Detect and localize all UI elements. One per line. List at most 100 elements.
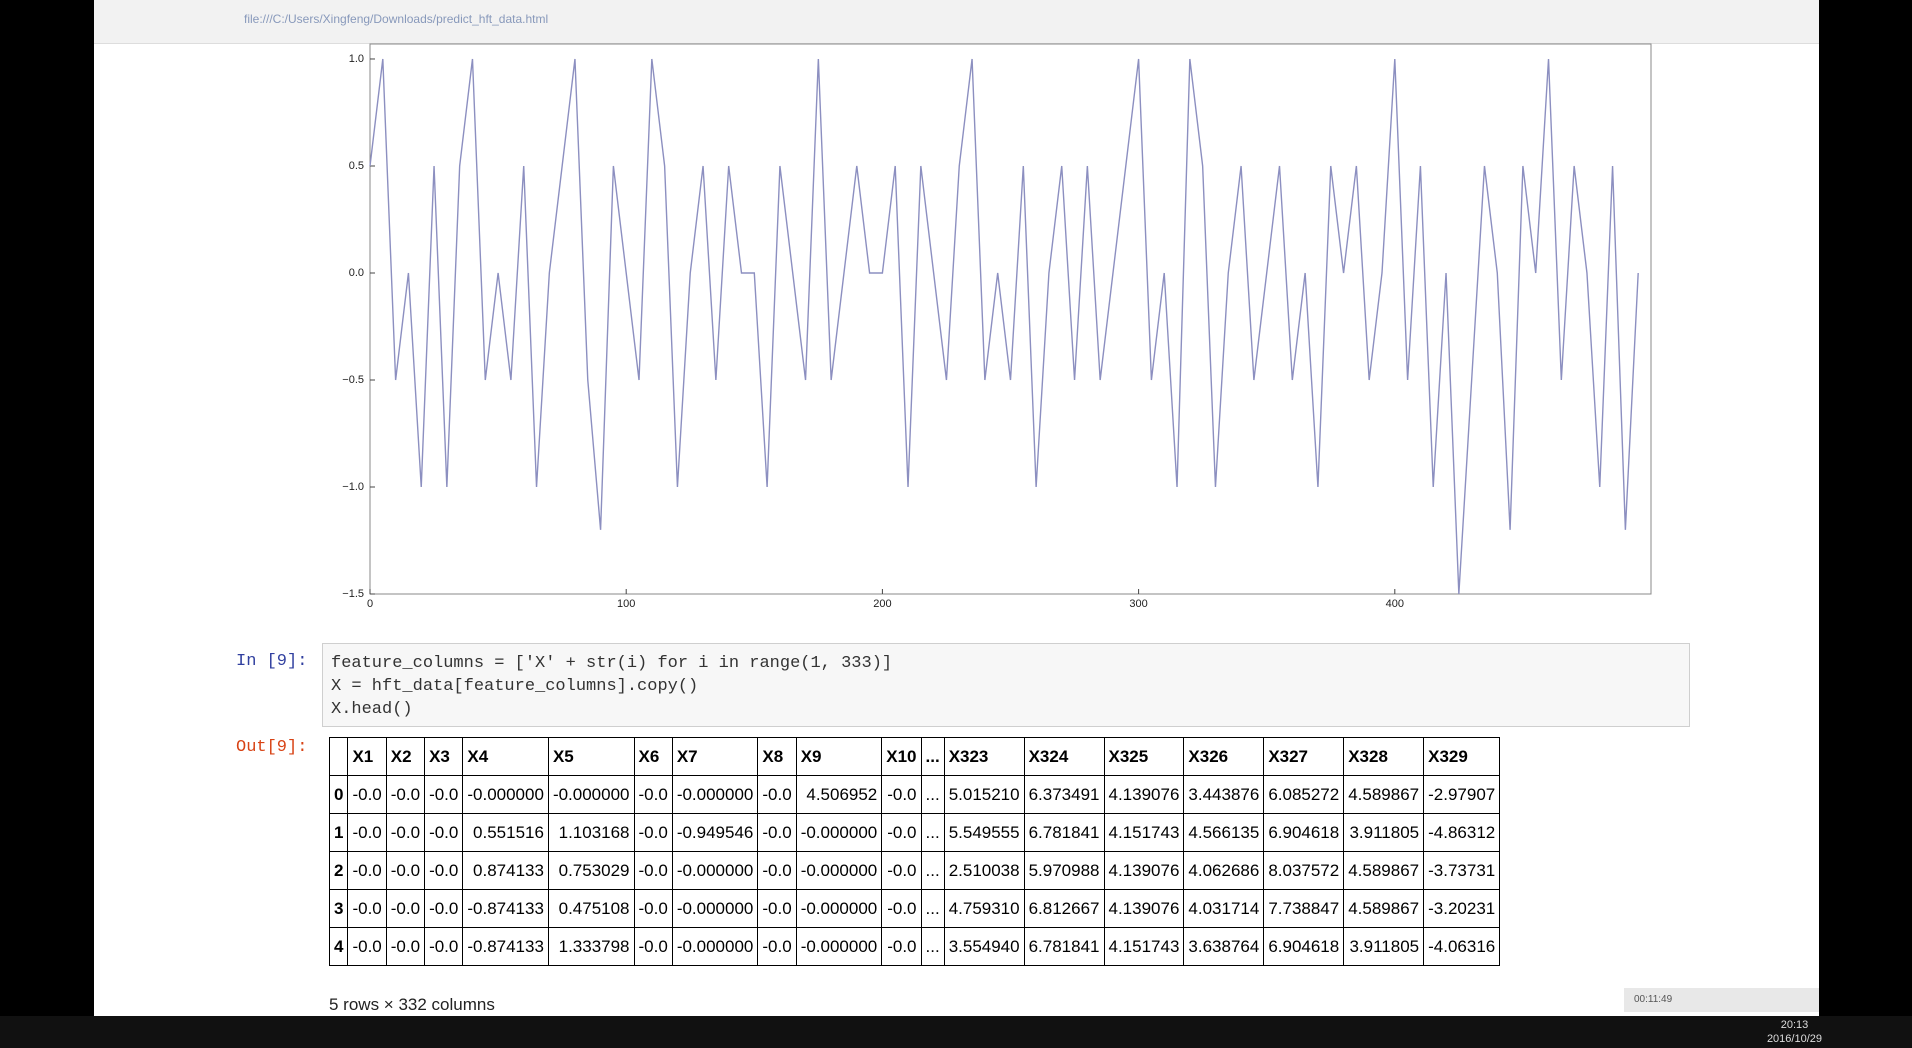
table-cell: 6.812667	[1023, 889, 1105, 928]
table-cell: 4.139076	[1103, 851, 1185, 890]
table-cell: 4.062686	[1183, 851, 1265, 890]
column-header: X326	[1183, 737, 1265, 776]
table-row: 2 -0.0 -0.0 -0.0 0.874133 0.753029 -0.0 -0.0000…	[329, 851, 1501, 890]
recorder-bar[interactable]: 00:11:49	[1624, 988, 1819, 1012]
table-cell: ...	[920, 775, 945, 814]
column-header: X4	[462, 737, 549, 776]
table-cell: -0.0	[347, 813, 387, 852]
row-index: 3	[329, 889, 349, 928]
table-row: 3 -0.0 -0.0 -0.0 -0.874133 0.475108 -0.0 -0.000…	[329, 889, 1501, 928]
table-cell: 0.475108	[547, 889, 635, 928]
table-cell: 5.015210	[943, 775, 1025, 814]
data-line	[369, 58, 1639, 595]
table-cell: -0.000000	[795, 813, 883, 852]
table-cell: -0.0	[881, 775, 922, 814]
column-header: X323	[943, 737, 1025, 776]
y-tick-label: −1.5	[342, 588, 364, 600]
table-cell: 6.781841	[1023, 927, 1105, 966]
table-cell: -2.97907	[1423, 775, 1501, 814]
row-index: 1	[329, 813, 349, 852]
table-cell: 6.085272	[1263, 775, 1345, 814]
table-cell: -0.000000	[795, 889, 883, 928]
table-cell: 6.781841	[1023, 813, 1105, 852]
table-cell: -0.874133	[462, 889, 549, 928]
table-cell: 3.911805	[1343, 813, 1425, 852]
table-cell: 3.911805	[1343, 927, 1425, 966]
address-bar[interactable]: file:///C:/Users/Xingfeng/Downloads/pred…	[244, 12, 549, 26]
table-cell: 3.554940	[943, 927, 1025, 966]
table-cell: -0.0	[633, 775, 673, 814]
code-cell[interactable]: feature_columns = ['X' + str(i) for i in…	[322, 643, 1690, 727]
column-header: X2	[385, 737, 426, 776]
table-cell: -0.0	[633, 813, 673, 852]
row-index: 0	[329, 775, 349, 814]
table-cell: -0.0	[347, 851, 387, 890]
code-line: feature_columns = ['X' + str(i) for i in…	[331, 654, 893, 673]
clock-time: 20:13	[1780, 1019, 1809, 1031]
line-chart: −1.5 −1.0 −0.5 0.0 0.5 1.0 0 100 200 300 400	[342, 43, 1652, 610]
column-header: X328	[1343, 737, 1425, 776]
table-cell: 2.510038	[943, 851, 1025, 890]
column-header: X3	[424, 737, 464, 776]
table-cell: -0.0	[881, 889, 922, 928]
table-cell: -0.000000	[547, 775, 635, 814]
plot-frame	[369, 43, 1652, 595]
y-tick-label: −1.0	[342, 481, 364, 493]
code-line: X = hft_data[feature_columns].copy()	[331, 677, 699, 696]
table-cell: 1.333798	[547, 927, 635, 966]
table-cell: -0.0	[385, 775, 426, 814]
table-cell: 4.139076	[1103, 889, 1185, 928]
out-prompt: Out[9]:	[236, 738, 308, 757]
table-cell: 4.759310	[943, 889, 1025, 928]
table-cell: 4.589867	[1343, 889, 1425, 928]
table-cell: 4.031714	[1183, 889, 1265, 928]
table-cell: -0.874133	[462, 927, 549, 966]
table-cell: 6.904618	[1263, 813, 1345, 852]
clock[interactable]: 20:13 2016/10/29	[1767, 1018, 1822, 1046]
index-header	[329, 737, 349, 776]
table-cell: -0.0	[881, 851, 922, 890]
table-cell: 0.874133	[462, 851, 549, 890]
table-cell: -0.0	[881, 813, 922, 852]
code-line: X.head()	[331, 700, 413, 719]
column-header: X10	[881, 737, 922, 776]
table-cell: 4.151743	[1103, 813, 1185, 852]
column-header: X325	[1103, 737, 1185, 776]
table-cell: -3.73731	[1423, 851, 1501, 890]
table-cell: ...	[920, 927, 945, 966]
table-cell: -0.000000	[671, 927, 759, 966]
table-row: 0 -0.0 -0.0 -0.0 -0.000000 -0.000000 -0.0 -0.00…	[329, 775, 1501, 814]
table-cell: -0.0	[633, 851, 673, 890]
table-cell: -0.000000	[462, 775, 549, 814]
x-tick-label: 100	[617, 598, 635, 610]
table-cell: -0.0	[424, 775, 464, 814]
table-cell: 5.970988	[1023, 851, 1105, 890]
x-tick-label: 300	[1129, 598, 1147, 610]
table-cell: 6.904618	[1263, 927, 1345, 966]
y-tick-label: 0.0	[349, 267, 364, 279]
column-header: X327	[1263, 737, 1345, 776]
table-cell: -0.0	[757, 775, 797, 814]
table-cell: -0.0	[347, 775, 387, 814]
table-cell: -0.0	[757, 851, 797, 890]
table-cell: 1.103168	[547, 813, 635, 852]
table-cell: 5.549555	[943, 813, 1025, 852]
clock-date: 2016/10/29	[1766, 1033, 1822, 1045]
table-cell: 7.738847	[1263, 889, 1345, 928]
table-cell: 4.589867	[1343, 851, 1425, 890]
table-cell: -3.20231	[1423, 889, 1501, 928]
column-header: X329	[1423, 737, 1501, 776]
table-cell: -0.0	[757, 813, 797, 852]
table-caption: 5 rows × 332 columns	[329, 995, 495, 1014]
table-cell: 4.589867	[1343, 775, 1425, 814]
table-cell: ...	[920, 889, 945, 928]
y-tick-label: −0.5	[342, 374, 364, 386]
table-cell: -0.0	[424, 927, 464, 966]
table-cell: 4.151743	[1103, 927, 1185, 966]
table-cell: -0.0	[385, 927, 426, 966]
dataframe: X1 X2 X3 X4 X5 X6 X7 X8 X9 X10... X323 X324 X325 X326…	[329, 737, 1501, 966]
x-tick-label: 200	[873, 598, 891, 610]
browser-content: file:///C:/Users/Xingfeng/Downloads/pred…	[94, 0, 1819, 1016]
table-cell: 4.506952	[795, 775, 883, 814]
table-cell: -0.0	[757, 889, 797, 928]
